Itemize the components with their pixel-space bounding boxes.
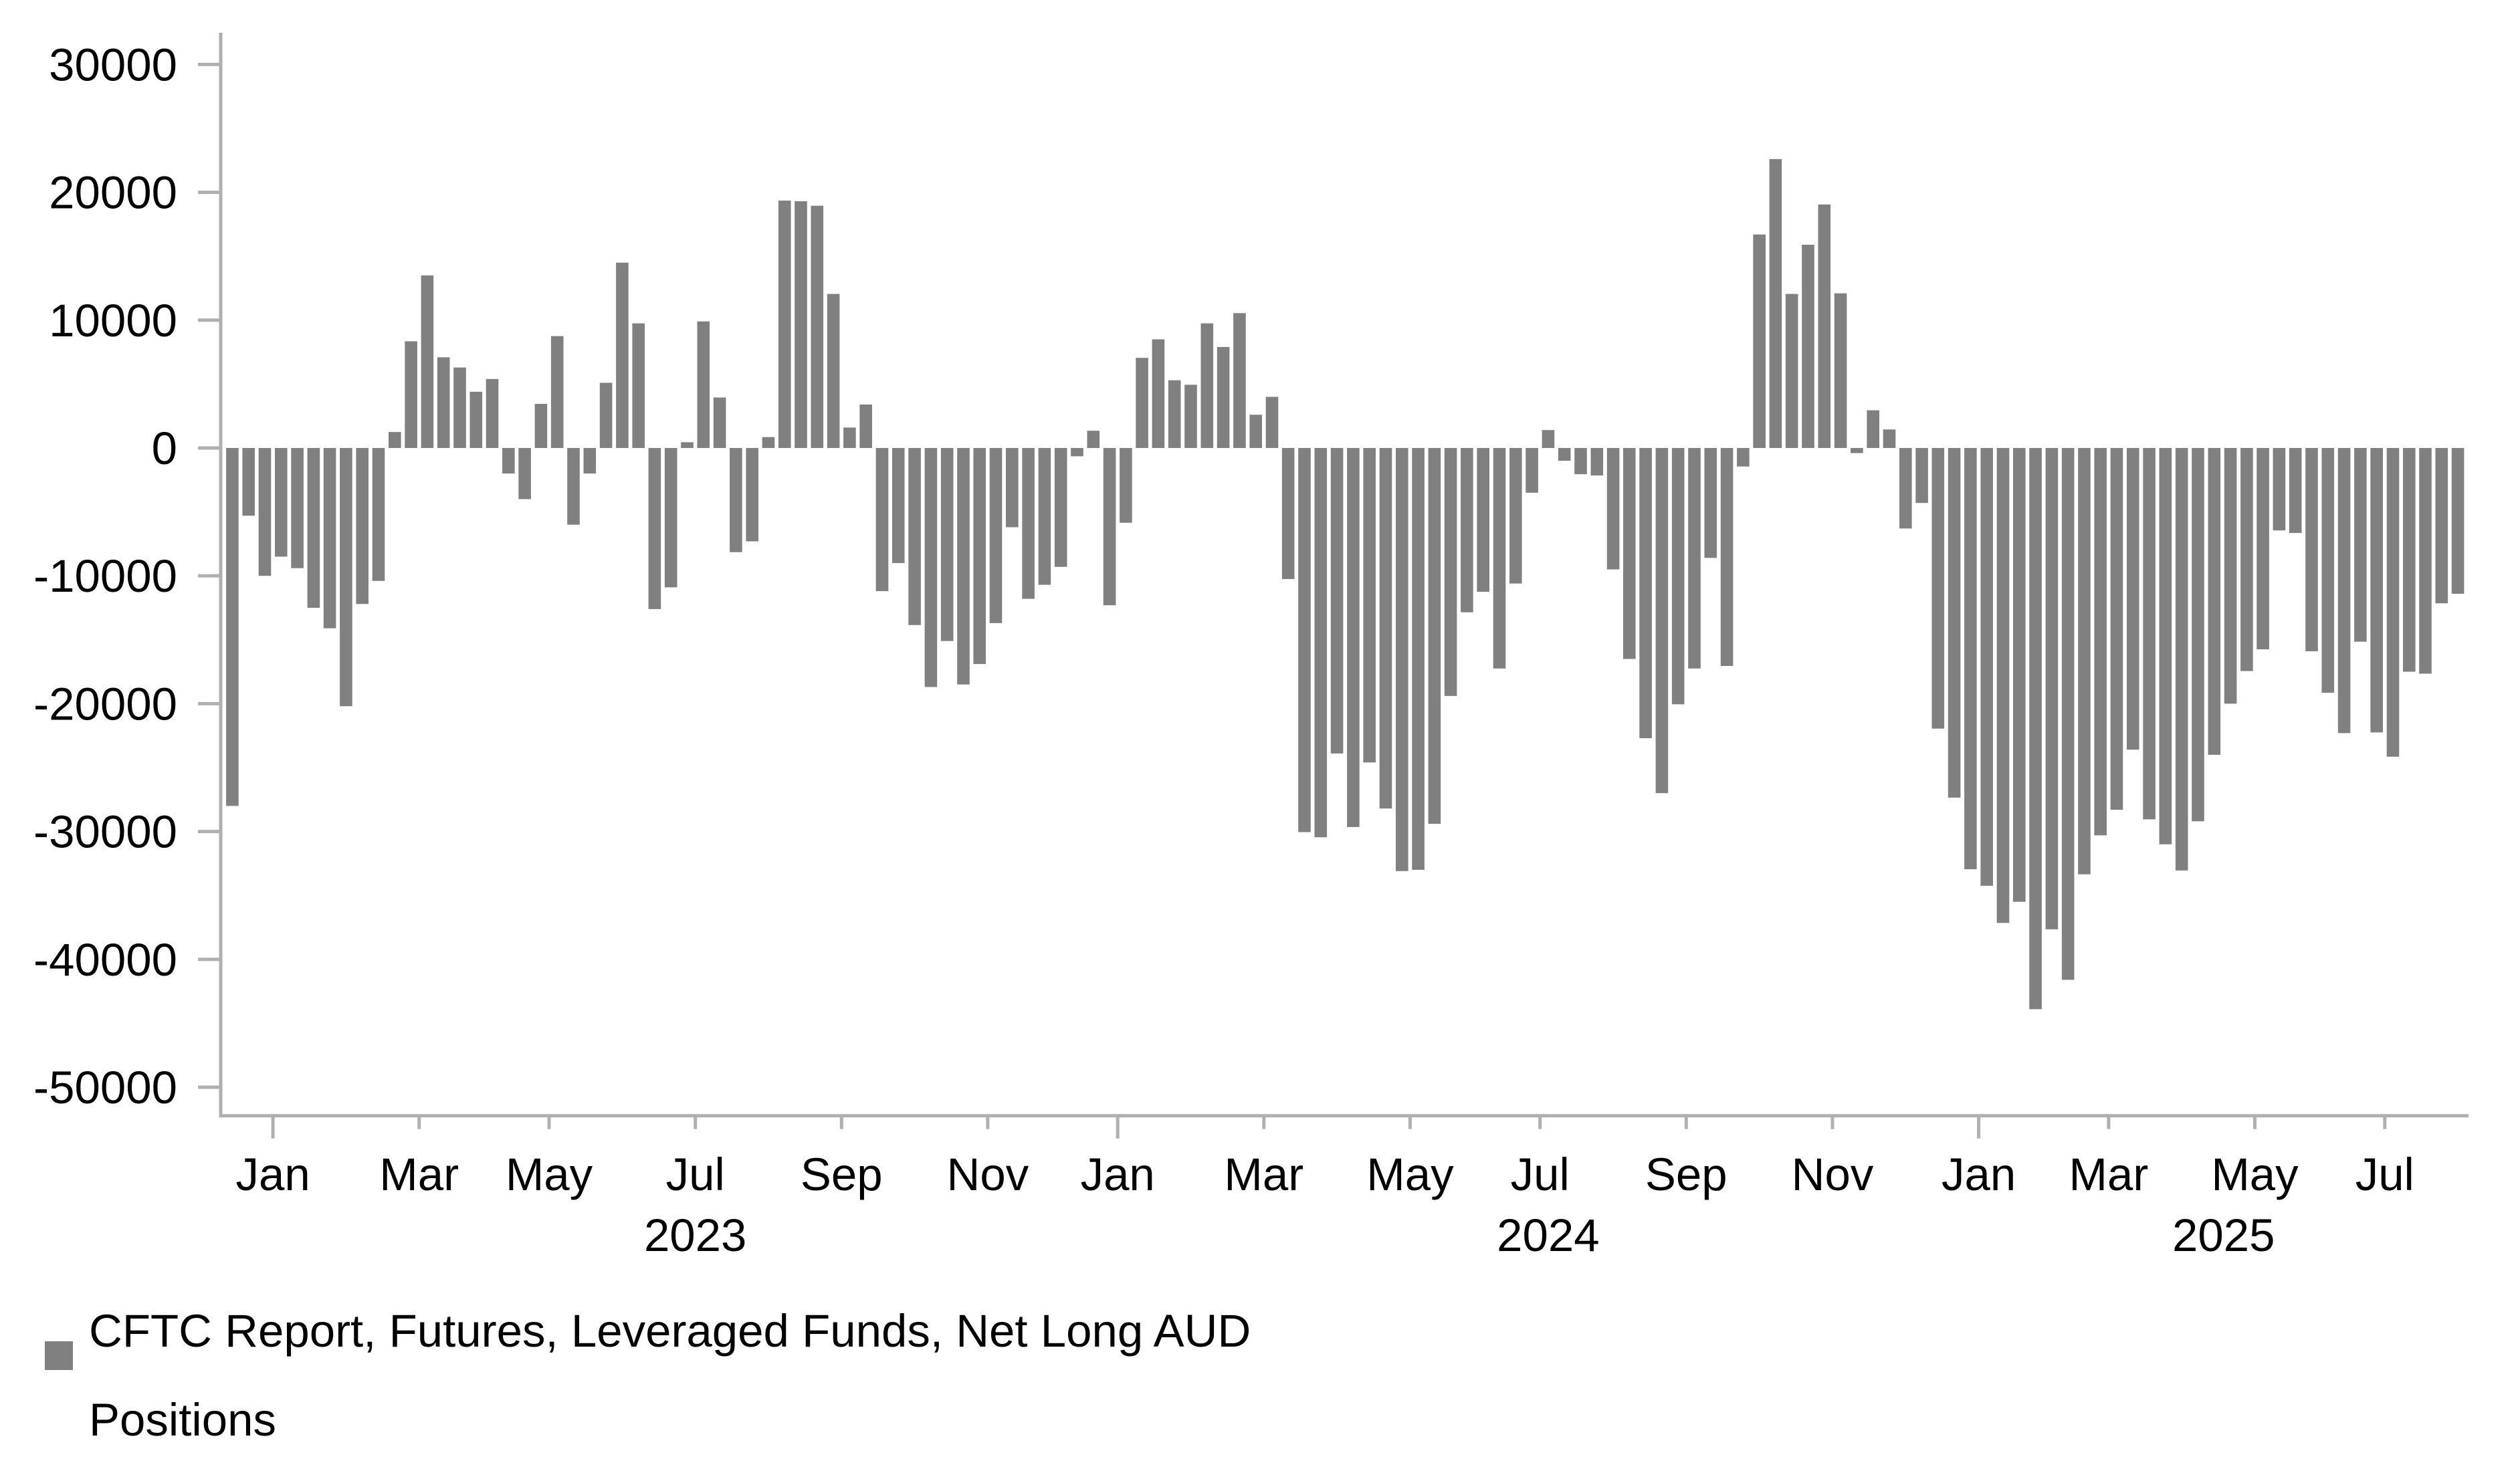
svg-text:May: May <box>1366 1149 1454 1200</box>
svg-text:Jan: Jan <box>1081 1149 1155 1200</box>
svg-text:2025: 2025 <box>2172 1210 2275 1261</box>
svg-text:Jul: Jul <box>2355 1149 2414 1200</box>
svg-text:Mar: Mar <box>2069 1149 2148 1200</box>
svg-text:-20000: -20000 <box>33 678 177 729</box>
svg-text:Jul: Jul <box>666 1149 725 1200</box>
svg-text:2023: 2023 <box>644 1210 747 1261</box>
svg-text:Nov: Nov <box>1792 1149 1874 1200</box>
svg-text:May: May <box>2211 1149 2299 1200</box>
svg-text:-50000: -50000 <box>33 1062 177 1113</box>
svg-text:Jul: Jul <box>1511 1149 1570 1200</box>
svg-text:Sep: Sep <box>1645 1149 1727 1200</box>
svg-text:20000: 20000 <box>49 167 177 219</box>
svg-text:-30000: -30000 <box>33 806 177 858</box>
svg-text:Mar: Mar <box>1224 1149 1303 1200</box>
svg-text:10000: 10000 <box>49 295 177 346</box>
svg-text:May: May <box>506 1149 593 1200</box>
svg-text:Positions: Positions <box>89 1394 276 1446</box>
svg-text:Nov: Nov <box>947 1149 1029 1200</box>
svg-text:-40000: -40000 <box>33 934 177 986</box>
svg-text:30000: 30000 <box>49 39 177 90</box>
svg-text:0: 0 <box>152 423 177 474</box>
svg-text:Jan: Jan <box>235 1149 310 1200</box>
svg-text:Sep: Sep <box>801 1149 883 1200</box>
svg-text:CFTC Report, Futures, Leverage: CFTC Report, Futures, Leveraged Funds, N… <box>89 1305 1251 1357</box>
svg-text:Mar: Mar <box>379 1149 459 1200</box>
svg-text:Jan: Jan <box>1941 1149 2016 1200</box>
svg-text:-10000: -10000 <box>33 550 177 602</box>
svg-text:2024: 2024 <box>1497 1210 1600 1261</box>
